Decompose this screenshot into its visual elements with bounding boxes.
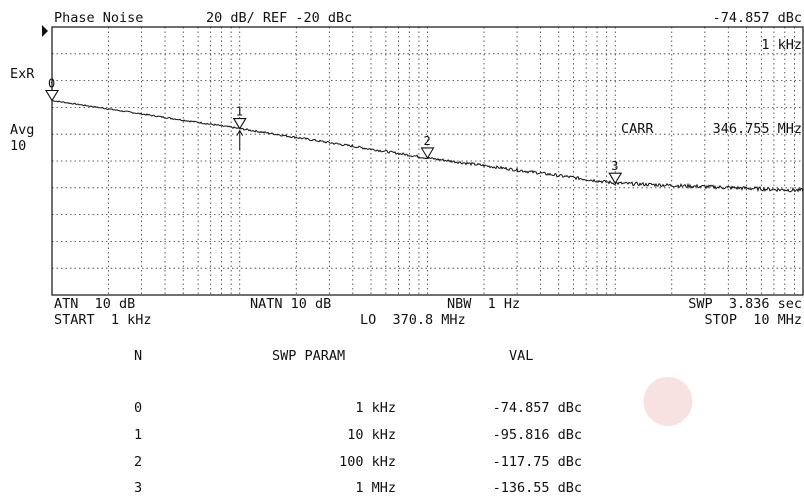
lo-frequency: LO 370.8 MHz [360,312,466,328]
nbw-readout: NBW 1 Hz [447,296,521,312]
table-row-3-val: -136.55 dBc [492,480,582,496]
table-row-2-n: 2 [134,454,143,470]
marker-2-label: 2 [424,134,431,148]
table-row-1-val: -95.816 dBc [492,427,582,443]
table-row-2-val: -117.75 dBc [492,454,582,470]
marker-0-icon [45,89,59,102]
table-row-0-param: 1 kHz [355,400,396,416]
active-marker-arrow-icon [236,129,244,151]
table-row-1-param: 10 kHz [347,427,396,443]
avg-label: Avg [10,122,35,138]
watermark: ● [640,360,696,434]
table-header-n: N [134,348,143,364]
marker-0-label: 0 [48,77,55,91]
table-header-param: SWP PARAM [272,348,346,364]
table-row-3-param: 1 MHz [355,480,396,496]
atn-readout: ATN 10 dB [54,296,136,312]
sweep-time-readout: SWP 3.836 sec [688,296,802,312]
chart-title: Phase Noise [54,10,144,26]
table-row-2-param: 100 kHz [339,454,396,470]
table-row-1-n: 1 [134,427,143,443]
marker-1-icon [232,118,247,130]
start-frequency: START 1 kHz [54,312,152,328]
marker-3-label: 3 [611,159,618,173]
marker-group: 0 1 2 3 [45,77,623,185]
marker-3-icon [608,172,623,185]
exr-label: ExR [10,66,35,82]
table-row-3-n: 3 [134,480,143,496]
table-row-0-n: 0 [134,400,143,416]
plot-frame [51,26,804,296]
avg-count: 10 [10,138,27,154]
sweep-pointer-icon [42,25,48,37]
plot-grid [52,27,803,295]
carrier-label: CARR [621,121,654,137]
marker-2-icon [420,147,435,160]
scale-readout: 20 dB/ REF -20 dBc [206,10,353,26]
marker-value-readout: -74.857 dBc [712,10,802,26]
marker-1-label: 1 [236,105,243,119]
table-header-val: VAL [509,348,534,364]
table-row-0-val: -74.857 dBc [492,400,582,416]
marker-frequency-readout: 1 kHz [761,37,802,53]
carrier-value: 346.755 MHz [712,121,802,137]
stop-frequency: STOP 10 MHz [704,312,802,328]
natn-readout: NATN 10 dB [250,296,332,312]
